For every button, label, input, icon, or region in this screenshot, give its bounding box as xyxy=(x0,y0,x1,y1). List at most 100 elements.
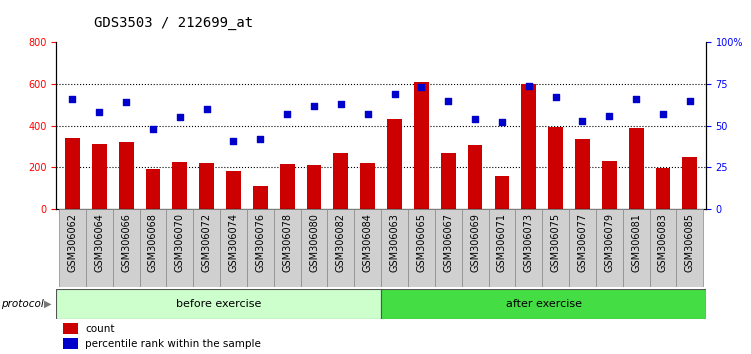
Text: GSM306066: GSM306066 xyxy=(121,213,131,272)
Text: GSM306079: GSM306079 xyxy=(605,213,614,272)
Bar xyxy=(274,209,300,287)
Bar xyxy=(623,209,650,287)
Text: GSM306082: GSM306082 xyxy=(336,213,346,272)
Bar xyxy=(381,209,408,287)
Bar xyxy=(300,209,327,287)
Bar xyxy=(360,163,375,209)
Bar xyxy=(193,209,220,287)
Point xyxy=(469,116,481,122)
Point xyxy=(93,109,105,115)
Text: GSM306072: GSM306072 xyxy=(202,213,212,272)
Point xyxy=(577,118,589,124)
Point xyxy=(362,111,374,117)
Point xyxy=(415,85,427,90)
Point xyxy=(255,136,267,142)
Bar xyxy=(280,164,294,209)
Bar xyxy=(515,209,542,287)
Point xyxy=(442,98,454,104)
Bar xyxy=(167,209,193,287)
Bar xyxy=(575,139,590,209)
Text: ▶: ▶ xyxy=(44,298,51,309)
Bar xyxy=(414,82,429,209)
Point xyxy=(550,95,562,100)
Text: GSM306070: GSM306070 xyxy=(175,213,185,272)
Bar xyxy=(146,169,161,209)
Point xyxy=(335,101,347,107)
Bar xyxy=(333,153,348,209)
Bar xyxy=(59,209,86,287)
Text: percentile rank within the sample: percentile rank within the sample xyxy=(85,339,261,349)
Bar xyxy=(629,128,644,209)
Bar xyxy=(521,84,536,209)
Bar xyxy=(462,209,488,287)
Bar xyxy=(113,209,140,287)
Bar xyxy=(596,209,623,287)
Bar xyxy=(468,145,482,209)
Point xyxy=(120,99,132,105)
Text: GSM306078: GSM306078 xyxy=(282,213,292,272)
Text: GSM306065: GSM306065 xyxy=(416,213,427,272)
Bar xyxy=(56,289,381,319)
Text: count: count xyxy=(85,324,114,334)
Point xyxy=(147,126,159,132)
Bar xyxy=(408,209,435,287)
Text: GSM306074: GSM306074 xyxy=(228,213,239,272)
Text: after exercise: after exercise xyxy=(505,298,581,309)
Bar xyxy=(119,142,134,209)
Point xyxy=(523,83,535,88)
Text: GSM306080: GSM306080 xyxy=(309,213,319,272)
Bar xyxy=(247,209,274,287)
Bar xyxy=(683,157,697,209)
Bar xyxy=(548,127,563,209)
Text: before exercise: before exercise xyxy=(176,298,261,309)
Text: GSM306062: GSM306062 xyxy=(68,213,77,272)
Bar xyxy=(226,171,241,209)
Text: GSM306064: GSM306064 xyxy=(95,213,104,272)
Bar xyxy=(327,209,354,287)
Point xyxy=(388,91,400,97)
Text: GSM306084: GSM306084 xyxy=(363,213,372,272)
Bar xyxy=(435,209,462,287)
Bar xyxy=(388,119,402,209)
Bar xyxy=(253,186,267,209)
Point xyxy=(603,113,615,119)
Bar xyxy=(542,209,569,287)
Bar xyxy=(306,165,321,209)
Text: GSM306075: GSM306075 xyxy=(550,213,560,272)
Point xyxy=(281,111,293,117)
Bar xyxy=(381,289,706,319)
Text: GSM306081: GSM306081 xyxy=(631,213,641,272)
Bar xyxy=(173,162,187,209)
Text: GSM306068: GSM306068 xyxy=(148,213,158,272)
Point xyxy=(308,103,320,109)
Point xyxy=(630,96,642,102)
Bar xyxy=(140,209,167,287)
Bar xyxy=(441,153,456,209)
Text: GSM306077: GSM306077 xyxy=(578,213,587,272)
Bar xyxy=(354,209,381,287)
Text: GSM306073: GSM306073 xyxy=(523,213,534,272)
Text: GSM306069: GSM306069 xyxy=(470,213,480,272)
Bar xyxy=(677,209,703,287)
Bar xyxy=(569,209,596,287)
Bar xyxy=(65,138,80,209)
Bar xyxy=(220,209,247,287)
Point xyxy=(228,138,240,143)
Text: GDS3503 / 212699_at: GDS3503 / 212699_at xyxy=(94,16,253,30)
Bar xyxy=(488,209,515,287)
Point xyxy=(201,106,213,112)
Bar xyxy=(86,209,113,287)
Bar xyxy=(602,161,617,209)
Bar xyxy=(656,168,671,209)
Text: protocol: protocol xyxy=(2,298,44,309)
Point xyxy=(657,111,669,117)
Point xyxy=(66,96,78,102)
Text: GSM306076: GSM306076 xyxy=(255,213,265,272)
Bar xyxy=(495,176,509,209)
Bar xyxy=(92,144,107,209)
Bar xyxy=(63,324,78,334)
Point xyxy=(173,115,185,120)
Text: GSM306083: GSM306083 xyxy=(658,213,668,272)
Bar xyxy=(199,163,214,209)
Bar xyxy=(650,209,677,287)
